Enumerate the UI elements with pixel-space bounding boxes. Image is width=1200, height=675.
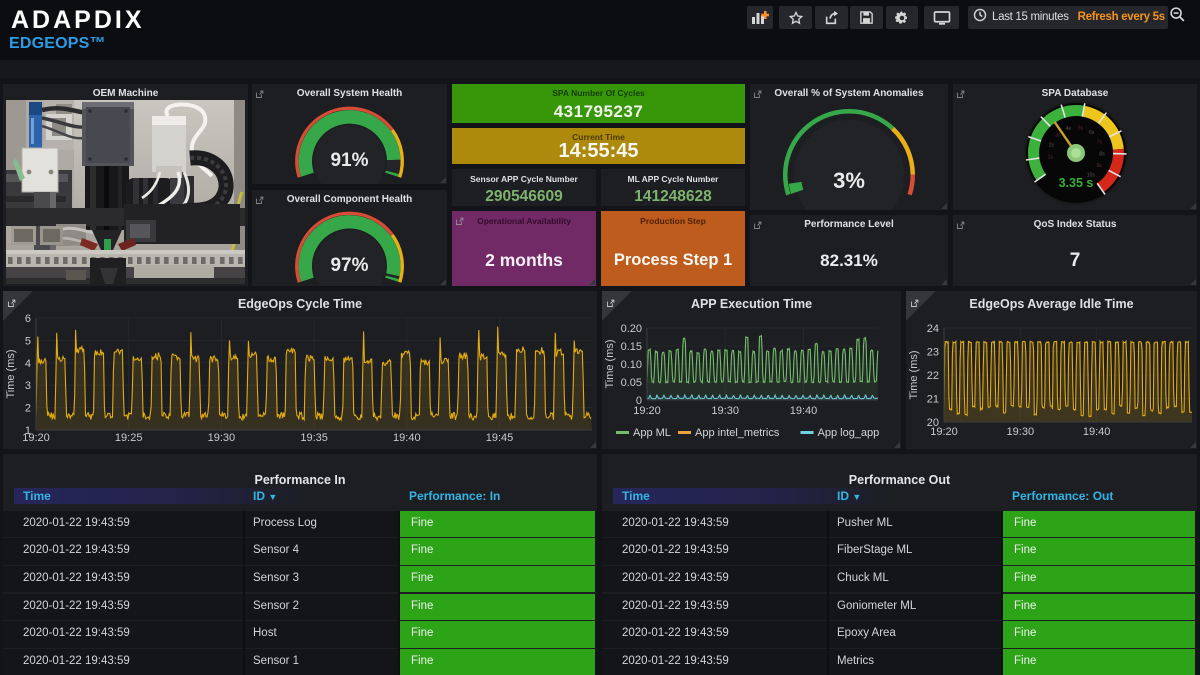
svg-text:1s: 1s [1048,155,1054,161]
svg-text:24: 24 [927,323,939,335]
svg-text:Time (ms): Time (ms) [604,339,616,388]
svg-text:91%: 91% [330,150,368,171]
svg-text:3: 3 [25,380,31,392]
svg-text:19:20: 19:20 [633,405,661,417]
svg-text:0: 0 [636,395,642,407]
svg-text:0.20: 0.20 [621,323,642,335]
svg-text:19:20: 19:20 [22,432,50,444]
svg-text:2s: 2s [1049,143,1055,149]
svg-text:6s: 6s [1089,130,1095,136]
svg-text:4: 4 [25,358,31,370]
svg-text:19:30: 19:30 [711,405,739,417]
svg-text:0.05: 0.05 [621,377,642,389]
svg-text:5s: 5s [1078,125,1084,131]
svg-text:10s: 10s [1087,172,1096,178]
svg-text:0.10: 0.10 [621,359,642,371]
svg-text:19:40: 19:40 [790,405,818,417]
svg-text:App intel_metrics: App intel_metrics [695,427,780,439]
svg-text:20: 20 [927,417,939,429]
svg-text:App ML: App ML [633,427,671,439]
svg-text:19:35: 19:35 [300,432,328,444]
svg-text:App log_app: App log_app [818,427,880,439]
svg-text:3.35 s: 3.35 s [1059,176,1094,190]
svg-text:7s: 7s [1097,140,1103,146]
svg-text:19:30: 19:30 [1007,426,1035,438]
svg-text:8s: 8s [1099,152,1105,158]
svg-text:19:30: 19:30 [208,432,236,444]
svg-text:Time (ms): Time (ms) [908,350,920,399]
svg-text:3s: 3s [1055,132,1061,138]
svg-text:5: 5 [25,335,31,347]
svg-text:Time (ms): Time (ms) [5,349,17,398]
svg-text:2: 2 [25,403,31,415]
svg-text:3%: 3% [833,168,865,193]
svg-text:19:20: 19:20 [930,426,958,438]
svg-text:19:40: 19:40 [1083,426,1111,438]
svg-text:1: 1 [25,425,31,437]
svg-text:23: 23 [927,347,939,359]
svg-text:9s: 9s [1096,163,1102,169]
svg-text:0.15: 0.15 [621,341,642,353]
svg-text:21: 21 [927,394,939,406]
svg-text:97%: 97% [330,255,368,276]
svg-text:19:45: 19:45 [486,432,514,444]
svg-text:22: 22 [927,370,939,382]
svg-text:19:40: 19:40 [393,432,421,444]
svg-text:6: 6 [25,313,31,325]
svg-text:19:25: 19:25 [115,432,143,444]
svg-text:4s: 4s [1066,126,1072,132]
